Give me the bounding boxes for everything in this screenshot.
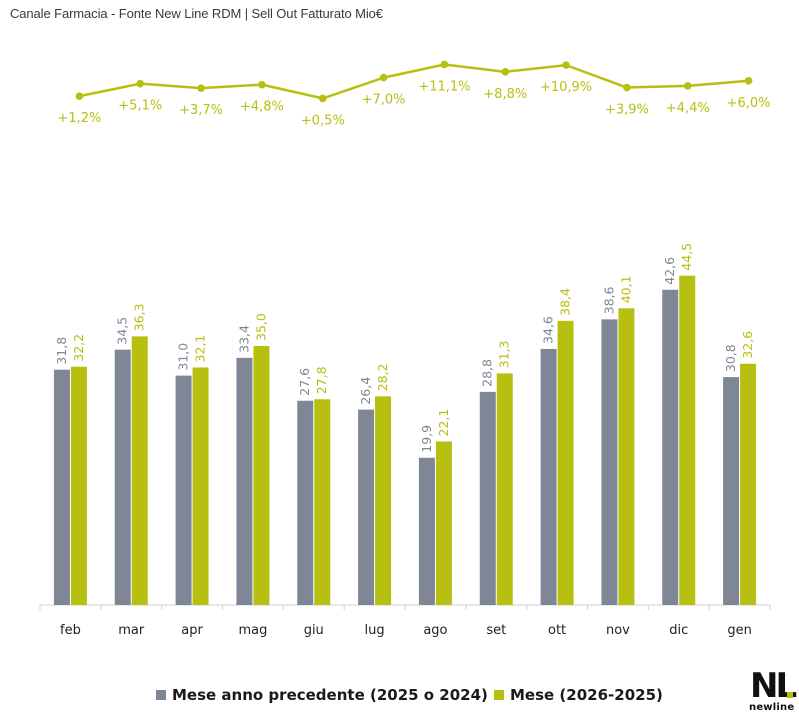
logo-letters: NL [750,666,797,706]
data-label-prev: 30,8 [723,344,738,372]
data-label-curr: 32,1 [193,335,208,363]
logo-text: newline [749,702,795,713]
data-label-curr: 31,3 [497,341,512,369]
bar-curr [618,308,635,605]
x-tick-label: lug [365,623,385,638]
data-label-prev: 38,6 [601,286,616,314]
data-label-curr: 28,2 [375,363,390,391]
growth-point [744,77,753,85]
x-tick-label: gen [727,623,752,638]
data-label-prev: 31,0 [176,343,191,371]
data-label-prev: 34,6 [541,316,556,344]
data-label-prev: 19,9 [419,425,434,453]
newline-logo: NL newline [748,666,797,718]
x-tick-label: ago [423,623,447,638]
data-label-curr: 22,1 [436,409,451,437]
growth-label: +1,2% [57,111,101,126]
data-label-prev: 26,4 [358,377,373,405]
bar-prev [601,319,618,605]
data-label-prev: 33,4 [236,325,251,353]
growth-point [258,80,266,89]
data-label-curr: 38,4 [558,288,573,316]
x-tick-label: mag [238,623,267,638]
growth-label: +3,9% [605,103,649,118]
bar-prev [418,457,435,605]
bar-curr [435,441,452,605]
x-tick-label: mar [118,623,145,638]
growth-point [75,92,84,100]
chart-area: 31,8 32,2 feb 34,5 36,3 mar 31,0 32,1 apr 33,4 35,… [39,60,771,638]
bar-prev [297,400,314,605]
bar-prev [114,349,131,605]
bar-prev [479,391,496,605]
bar-curr [131,336,148,605]
growth-label: +6,0% [727,96,771,111]
growth-line [79,63,749,100]
growth-point [318,94,327,103]
growth-label: +0,5% [301,113,345,128]
data-label-curr: 27,8 [314,366,329,394]
growth-point [440,60,449,69]
data-label-curr: 32,2 [71,334,86,362]
growth-point [562,61,570,69]
data-label-curr: 32,6 [740,331,755,359]
growth-label: +4,8% [240,100,284,115]
bar-prev [53,369,70,605]
x-tick-label: feb [60,623,81,638]
bar-prev [236,357,253,605]
x-tick-label: apr [181,623,203,638]
bar-prev [723,377,740,605]
data-label-curr: 40,1 [618,275,633,303]
x-tick-label: set [486,623,506,638]
bar-prev [175,375,192,605]
bar-curr [192,367,209,605]
x-tick-label: dic [669,623,688,638]
growth-label: +8,8% [483,87,527,102]
data-label-prev: 34,5 [115,317,130,345]
data-label-prev: 31,8 [54,337,69,365]
bar-prev [540,348,557,605]
bar-curr [314,399,331,605]
growth-label: +4,4% [666,101,710,116]
data-label-prev: 28,8 [480,359,495,387]
logo-dot [787,692,793,698]
bar-curr [740,363,757,605]
bar-curr [679,275,696,605]
bar-curr [253,346,270,605]
data-label-prev: 42,6 [662,257,677,285]
growth-point [683,82,692,90]
bar-curr [496,373,513,605]
legend: Mese anno precedente (2025 o 2024) Mese … [0,684,799,706]
legend-label-curr: Mese (2026-2025) [510,686,663,704]
growth-point [379,73,388,82]
growth-label: +5,1% [118,99,162,114]
x-tick-label: nov [606,623,630,638]
data-label-prev: 27,6 [297,368,312,396]
chart-title: Canale Farmacia - Fonte New Line RDM | S… [10,6,383,21]
bar-curr [557,320,574,605]
data-label-curr: 35,0 [253,313,268,341]
growth-label: +11,1% [418,79,470,94]
growth-label: +3,7% [179,103,223,118]
growth-point [501,68,510,76]
growth-label: +7,0% [362,93,406,108]
data-label-curr: 44,5 [679,243,694,271]
bar-curr [70,366,87,605]
legend-swatch-curr [494,689,504,700]
legend-label-prev: Mese anno precedente (2025 o 2024) [172,686,488,704]
growth-point [623,83,631,92]
growth-point [197,84,205,92]
x-tick-label: giu [304,623,324,638]
bar-prev [358,409,375,605]
legend-item-prev: Mese anno precedente (2025 o 2024) [156,684,488,706]
bar-prev [662,289,679,605]
data-label-curr: 36,3 [132,304,147,332]
growth-point [136,79,145,88]
legend-swatch-prev [156,689,166,700]
growth-label: +10,9% [540,80,592,95]
x-tick-label: ott [548,623,566,638]
bar-curr [375,396,392,605]
legend-item-curr: Mese (2026-2025) [494,684,663,706]
